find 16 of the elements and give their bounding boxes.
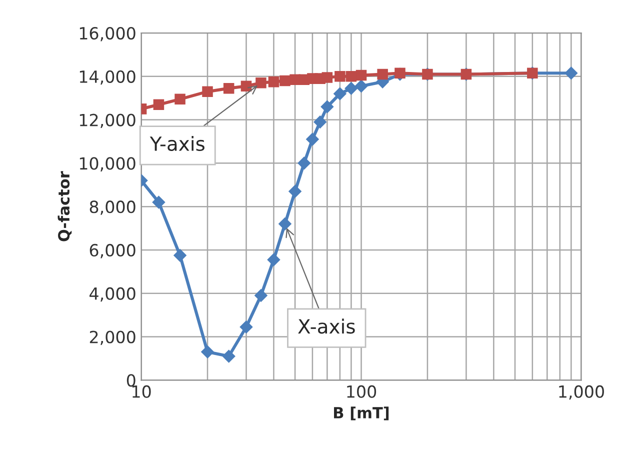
y-tick-label: 8,000 (90, 200, 136, 215)
x-tick-label: 10 (132, 385, 151, 398)
x-tick-label: 1,000 (559, 385, 604, 400)
y-tick-label: 6,000 (90, 244, 136, 258)
y-tick-label: 16,000 (80, 26, 136, 42)
x-tick-label: 100 (347, 385, 376, 398)
y-axis-title: Q-factor (58, 171, 72, 242)
annotation: X-axis (298, 318, 355, 334)
y-tick-label: 12,000 (80, 114, 136, 128)
y-tick-label: 2,000 (90, 330, 136, 346)
y-tick-label: 0 (126, 374, 136, 387)
y-tick-label: 10,000 (80, 157, 136, 172)
y-tick-label: 14,000 (80, 70, 136, 85)
annotation: Y-axis (150, 136, 204, 152)
y-tick-label: 4,000 (90, 287, 136, 302)
x-axis-title: B [mT] (334, 406, 389, 420)
